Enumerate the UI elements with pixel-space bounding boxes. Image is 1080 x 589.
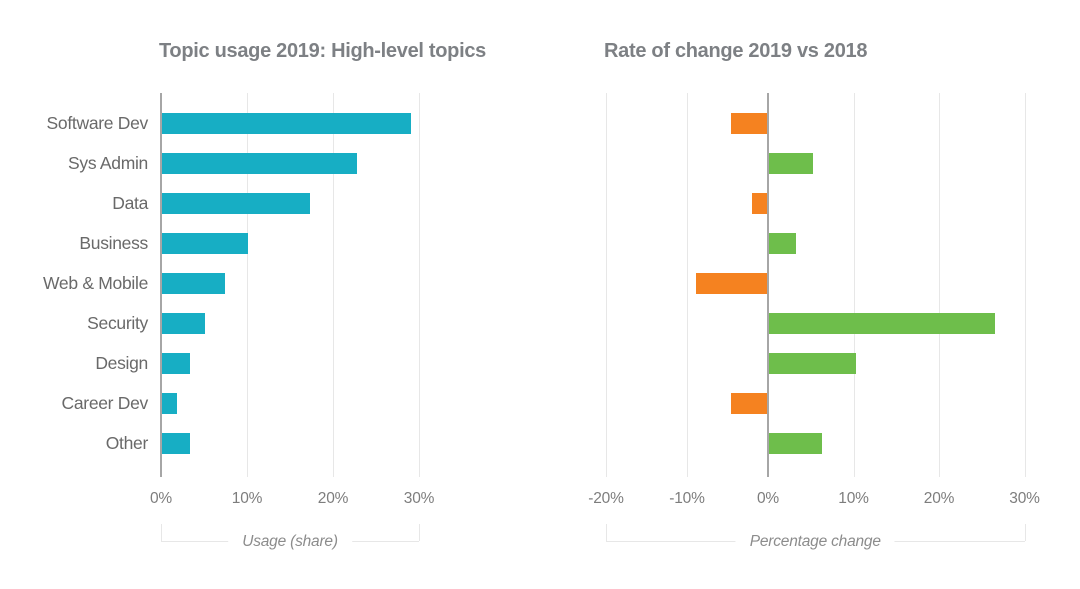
bar-security	[769, 312, 995, 334]
bar-security	[162, 312, 205, 334]
x-tick-label-30: 30%	[403, 490, 435, 507]
category-label-data: Data	[112, 193, 148, 213]
category-label-career-dev: Career Dev	[61, 393, 149, 413]
gridline--10	[687, 93, 688, 477]
x-tick-label-10: 10%	[838, 490, 869, 507]
bar-data	[162, 192, 310, 214]
x-axis-rule-end-left	[161, 524, 162, 541]
bar-other	[162, 432, 190, 454]
x-tick-label-0: 0%	[149, 490, 173, 507]
x-tick-label-0: 0%	[756, 490, 780, 507]
bar-career-dev	[162, 392, 177, 414]
bar-business	[769, 232, 797, 254]
category-label-other: Other	[105, 433, 149, 453]
x-tick-label-20: 20%	[923, 490, 955, 507]
bar-software-dev	[730, 112, 767, 134]
bar-data	[752, 192, 767, 214]
bar-sys-admin	[162, 152, 358, 174]
gridline-20	[333, 93, 334, 477]
x-axis-rule-end-right	[419, 524, 420, 541]
category-label-business: Business	[79, 233, 148, 253]
x-axis-title-usage-share: Usage (share)	[228, 533, 352, 551]
x-axis-rule-end-left	[606, 524, 607, 541]
category-label-web-mobile: Web & Mobile	[42, 273, 148, 293]
gridline-20	[939, 93, 940, 477]
bar-career-dev	[730, 392, 767, 414]
gridline-10	[853, 93, 855, 477]
category-label-design: Design	[95, 353, 148, 373]
rate-of-change-chart-title: Rate of change 2019 vs 2018	[604, 40, 868, 62]
usage-chart-title: Topic usage 2019: High-level topics	[159, 40, 487, 62]
x-axis-title-percentage-change: Percentage change	[735, 533, 895, 551]
gridline-10	[247, 93, 248, 477]
x-tick-label-10: 10%	[231, 490, 263, 507]
gridline--20	[606, 93, 607, 477]
category-label-software-dev: Software Dev	[46, 113, 149, 133]
x-tick-label-10: -10%	[669, 490, 705, 507]
x-axis-rule-end-right	[1024, 524, 1026, 541]
bar-design	[769, 352, 857, 374]
bar-software-dev	[162, 112, 411, 134]
x-tick-label-30: 30%	[1009, 490, 1040, 507]
category-label-security: Security	[87, 313, 148, 333]
bar-other	[769, 432, 822, 454]
x-tick-label-20: 20%	[317, 490, 349, 507]
zero-axis-line	[767, 93, 769, 477]
bar-web-mobile	[162, 272, 225, 294]
category-label-sys-admin: Sys Admin	[68, 153, 148, 173]
zero-axis-line	[160, 93, 162, 477]
gridline-30	[1024, 93, 1026, 477]
bar-web-mobile	[695, 272, 767, 294]
bar-sys-admin	[769, 152, 813, 174]
x-tick-label-20: -20%	[588, 490, 624, 507]
bar-business	[162, 232, 248, 254]
bar-design	[162, 352, 190, 374]
gridline-30	[419, 93, 420, 477]
